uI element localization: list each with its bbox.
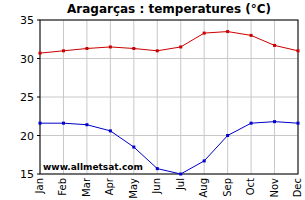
marker [156,167,159,170]
x-tick-label: Feb [57,178,68,196]
series-line [40,32,298,54]
marker [156,49,159,52]
marks [39,30,300,175]
grid-line-x [204,20,205,174]
marker [39,122,42,125]
grid-line-x [110,20,111,174]
marker [109,45,112,48]
grid-line-x [227,20,228,174]
x-tick-label: Oct [245,178,256,195]
marker [273,120,276,123]
marker [250,34,253,37]
marker [250,122,253,125]
y-tick-label: 25 [20,91,34,104]
marker [226,134,229,137]
series-line [40,122,298,174]
marker [203,32,206,35]
marker [85,47,88,50]
x-tick-label: May [128,178,139,199]
marker [179,45,182,48]
marker [226,30,229,33]
grid-line-x [274,20,275,174]
marker [85,123,88,126]
marker [132,47,135,50]
marker [109,129,112,132]
grid-line [40,58,298,59]
marker [132,146,135,149]
marker [297,122,300,125]
plot-frame [40,20,298,174]
marker [203,159,206,162]
x-tick-label: Apr [104,177,115,195]
grid-line-x [133,20,134,174]
marker [273,44,276,47]
grid-line-x [157,20,158,174]
x-tick-label: Sep [222,178,233,197]
x-tick-label: Jun [151,178,162,195]
title: Aragarças : temperatures (°C) [67,2,271,16]
grid-line-x [63,20,64,174]
marker [62,49,65,52]
grid-line-x [251,20,252,174]
grid-line [40,97,298,98]
chart: 15 20 25 30 35 Jan Feb Mar Apr May Jun Jul Aug Sep Oct… [0,0,305,200]
x-tick-label: Mar [81,177,92,197]
y-tick-label: 30 [20,53,34,66]
x-tick-label: Nov [269,178,280,198]
plot-background [40,20,298,174]
y-tick-label: 15 [20,168,34,181]
marker [297,49,300,52]
marker [179,173,182,176]
y-tick-label: 35 [20,14,34,27]
grid-line [40,135,298,136]
annotation: www.allmetsat.com [43,162,143,172]
x-tick-label: Aug [198,178,209,198]
grid-line-x [180,20,181,174]
x-tick-label: Jan [34,178,45,194]
x-tick-label: Jul [175,178,186,191]
y-tick-label: 20 [20,130,34,143]
grid-line-x [86,20,87,174]
marker [39,52,42,55]
x-tick-label: Dec [292,178,303,197]
marker [62,122,65,125]
